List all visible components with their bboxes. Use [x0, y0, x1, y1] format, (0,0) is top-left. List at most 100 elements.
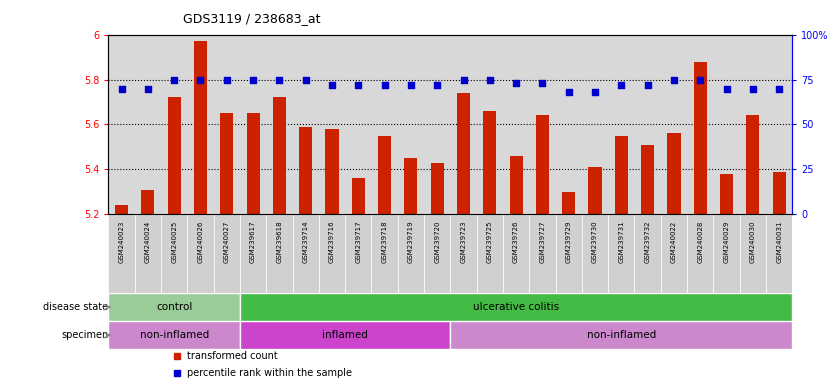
Bar [240, 321, 450, 349]
Point [168, 76, 181, 83]
Point [273, 76, 286, 83]
Point [141, 85, 154, 91]
Bar [299, 127, 312, 214]
Point [352, 82, 365, 88]
Bar [108, 293, 240, 321]
Text: GDS3119 / 238683_at: GDS3119 / 238683_at [183, 12, 321, 25]
Bar [641, 145, 654, 214]
Text: inflamed: inflamed [322, 330, 368, 340]
Text: GSM240025: GSM240025 [171, 221, 177, 263]
Point [746, 85, 760, 91]
Text: specimen: specimen [61, 330, 108, 340]
Point [483, 76, 496, 83]
Bar [135, 214, 161, 293]
Point [430, 82, 444, 88]
Point [325, 82, 339, 88]
Bar [589, 167, 601, 214]
Bar [168, 98, 181, 214]
Point [641, 82, 655, 88]
Text: non-inflamed: non-inflamed [586, 330, 656, 340]
Bar [115, 205, 128, 214]
Text: ulcerative colitis: ulcerative colitis [473, 302, 559, 312]
Bar [503, 214, 530, 293]
Bar [404, 158, 418, 214]
Bar [430, 163, 444, 214]
Bar [530, 214, 555, 293]
Text: GSM240024: GSM240024 [145, 221, 151, 263]
Text: GSM240026: GSM240026 [198, 221, 203, 263]
Text: GSM240030: GSM240030 [750, 221, 756, 263]
Point [694, 76, 707, 83]
Point [378, 82, 391, 88]
Bar [220, 113, 234, 214]
Bar [352, 179, 365, 214]
Bar [141, 190, 154, 214]
Text: GSM240027: GSM240027 [224, 221, 230, 263]
Bar [398, 214, 424, 293]
Bar [161, 214, 188, 293]
Point [404, 82, 418, 88]
Text: transformed count: transformed count [187, 351, 278, 361]
Bar [193, 41, 207, 214]
Text: GSM239618: GSM239618 [276, 221, 283, 263]
Bar [562, 192, 575, 214]
Text: GSM239725: GSM239725 [487, 221, 493, 263]
Bar [582, 214, 608, 293]
Point [220, 76, 234, 83]
Bar [746, 116, 760, 214]
Bar [555, 214, 582, 293]
Bar [608, 214, 635, 293]
Text: non-inflamed: non-inflamed [139, 330, 208, 340]
Bar [424, 214, 450, 293]
Text: GSM240023: GSM240023 [118, 221, 124, 263]
Bar [214, 214, 240, 293]
Bar [667, 134, 681, 214]
Bar [378, 136, 391, 214]
Text: GSM240022: GSM240022 [671, 221, 677, 263]
Bar [293, 214, 319, 293]
Point [562, 89, 575, 95]
Bar [273, 98, 286, 214]
Bar [510, 156, 523, 214]
Text: GSM240028: GSM240028 [697, 221, 703, 263]
Text: control: control [156, 302, 193, 312]
Bar [188, 214, 214, 293]
Point [193, 76, 207, 83]
Bar [371, 214, 398, 293]
Bar [661, 214, 687, 293]
Text: GSM239617: GSM239617 [250, 221, 256, 263]
Bar [108, 214, 135, 293]
Bar [720, 174, 733, 214]
Text: GSM239731: GSM239731 [618, 221, 625, 263]
Text: GSM240031: GSM240031 [776, 221, 782, 263]
Text: GSM239714: GSM239714 [303, 221, 309, 263]
Bar [694, 61, 707, 214]
Point [115, 85, 128, 91]
Text: GSM239718: GSM239718 [382, 221, 388, 263]
Bar [240, 214, 266, 293]
Bar [345, 214, 371, 293]
Bar [457, 93, 470, 214]
Bar [687, 214, 713, 293]
Bar [713, 214, 740, 293]
Bar [615, 136, 628, 214]
Bar [483, 111, 496, 214]
Text: GSM239723: GSM239723 [460, 221, 466, 263]
Bar [266, 214, 293, 293]
Text: GSM239729: GSM239729 [565, 221, 572, 263]
Bar [766, 214, 792, 293]
Text: percentile rank within the sample: percentile rank within the sample [187, 368, 352, 378]
Bar [772, 172, 786, 214]
Text: GSM239719: GSM239719 [408, 221, 414, 263]
Text: GSM239717: GSM239717 [355, 221, 361, 263]
Bar [240, 293, 792, 321]
Text: GSM239730: GSM239730 [592, 221, 598, 263]
Text: GSM239727: GSM239727 [540, 221, 545, 263]
Bar [535, 116, 549, 214]
Bar [740, 214, 766, 293]
Point [299, 76, 313, 83]
Bar [325, 129, 339, 214]
Text: disease state: disease state [43, 302, 108, 312]
Point [588, 89, 601, 95]
Point [457, 76, 470, 83]
